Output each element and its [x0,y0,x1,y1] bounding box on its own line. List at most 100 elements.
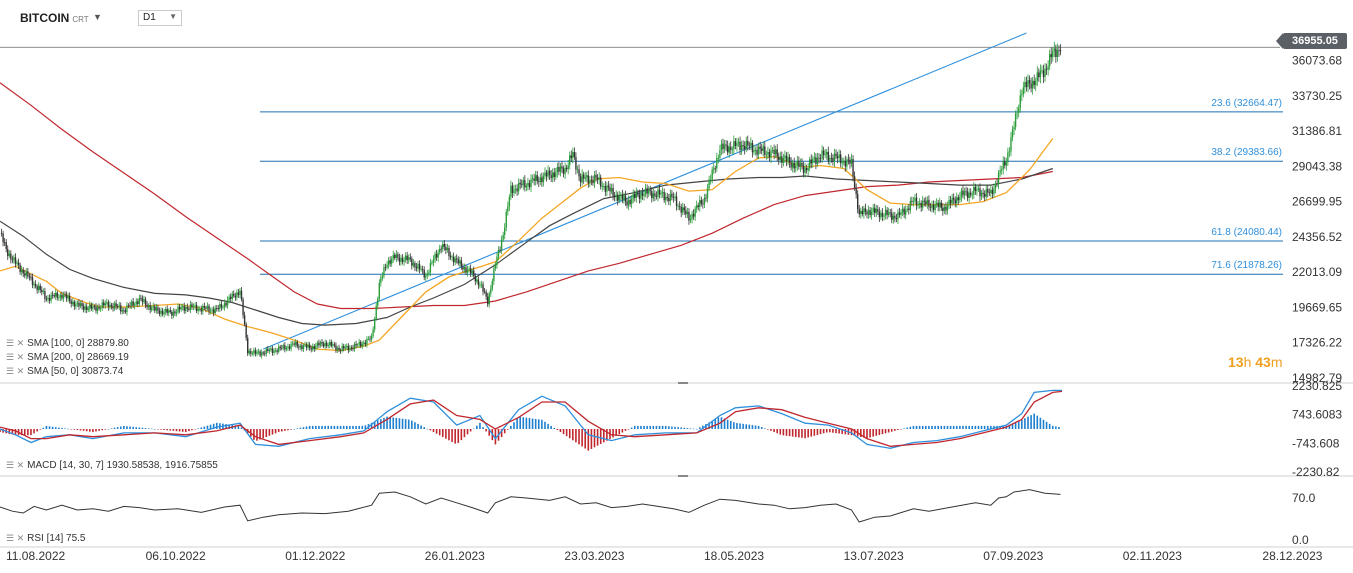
candle-body [874,207,876,213]
macd-histogram-bar [1058,426,1060,430]
candle-body [649,190,651,192]
candle-body [415,267,418,269]
macd-histogram-bar [411,420,413,430]
macd-histogram-bar [965,425,967,430]
candle-body [1038,72,1040,78]
symbol-selector[interactable]: BITCOIN CRT [20,11,89,25]
macd-histogram-bar [404,419,407,430]
macd-histogram-bar [841,429,844,434]
candle-body [940,202,943,208]
candle-body [231,293,233,299]
candle-body [988,192,990,194]
fib-level-label: 38.2 (29383.66) [1211,147,1282,158]
candle-body [695,205,698,209]
macd-histogram-bar [33,429,35,434]
settings-icon[interactable]: ☰ ✕ [6,338,25,348]
macd-histogram-bar [677,427,679,430]
candle-body [25,271,28,276]
macd-histogram-bar [541,419,543,430]
candle-body [722,143,724,150]
candle-body [92,306,94,309]
candle-body [801,163,803,166]
legend-rsi[interactable]: ☰ ✕ RSI [14] 75.5 [6,533,86,544]
macd-histogram-bar [739,423,741,430]
macd-histogram-bar [1027,416,1029,430]
settings-icon[interactable]: ☰ ✕ [6,366,25,376]
x-tick-label: 02.11.2023 [1123,549,1182,563]
candle-body [315,345,317,349]
macd-histogram-bar [980,425,983,430]
candle-body [767,152,769,155]
candle-body [247,337,249,354]
macd-histogram-bar [175,429,178,432]
settings-icon[interactable]: ☰ ✕ [6,352,25,362]
candle-body [295,342,297,345]
candle-body [318,342,320,346]
candle-body [547,170,549,177]
macd-histogram-bar [757,425,760,430]
candle-body [143,299,145,302]
candle-body [833,153,836,162]
candle-body [781,156,783,163]
candle-body [788,157,791,163]
candle-body [282,345,285,348]
candle-body [894,215,896,219]
candle-body [33,283,35,286]
y-tick-label: 22013.09 [1292,265,1342,279]
timeframe-select[interactable]: D1 ▼ [138,10,182,26]
candle-body [1007,152,1009,163]
macd-histogram-bar [587,429,590,451]
legend-rsi-label: RSI [14] 75.5 [27,533,86,544]
macd-histogram-bar [482,427,484,430]
candle-body [454,258,456,263]
macd-histogram-bar [215,422,218,430]
legend-sma100[interactable]: ☰ ✕ SMA [100, 0] 28879.80 [6,338,129,349]
trendline [262,32,1027,350]
candle-body [259,351,261,356]
macd-histogram-bar [30,429,32,436]
candle-body [812,159,814,164]
candle-body [541,177,543,183]
legend-sma200[interactable]: ☰ ✕ SMA [200, 0] 28669.19 [6,352,129,363]
macd-signal-line [0,390,1063,447]
candle-body [522,180,524,185]
macd-histogram-bar [228,424,230,430]
candle-body [705,197,707,199]
macd-histogram-bar [519,416,521,430]
candle-body [398,257,401,262]
settings-icon[interactable]: ☰ ✕ [6,460,25,470]
macd-histogram-bar [95,429,97,432]
candle-body [155,307,158,311]
candle-body [510,185,512,197]
legend-sma50[interactable]: ☰ ✕ SMA [50, 0] 30873.74 [6,366,123,377]
settings-icon[interactable]: ☰ ✕ [6,533,25,543]
symbol-dropdown-icon[interactable]: ▼ [93,12,102,22]
candle-body [400,257,402,262]
candle-body [58,297,60,299]
candle-body [883,215,885,217]
candle-body [880,212,882,218]
candle-body [807,168,809,171]
candle-body [133,304,136,306]
candle-body [617,194,619,201]
x-tick-label: 06.10.2022 [146,549,206,563]
macd-histogram-bar [921,425,924,430]
candle-body [370,335,373,340]
candle-body [689,218,692,221]
legend-macd[interactable]: ☰ ✕ MACD [14, 30, 7] 1930.58538, 1916.758… [6,460,218,471]
candle-body [550,174,552,179]
macd-histogram-bar [401,418,404,430]
macd-histogram-bar [748,424,751,430]
candle-body [339,350,342,351]
macd-histogram-bar [813,429,816,436]
candle-body [660,193,662,195]
candle-body [1041,70,1043,72]
candle-body [1004,161,1006,166]
symbol-source: CRT [72,15,89,24]
candle-body [361,344,363,347]
candle-body [802,165,805,173]
candle-body [861,210,864,215]
candle-body [372,329,374,336]
candle-body [570,155,572,159]
